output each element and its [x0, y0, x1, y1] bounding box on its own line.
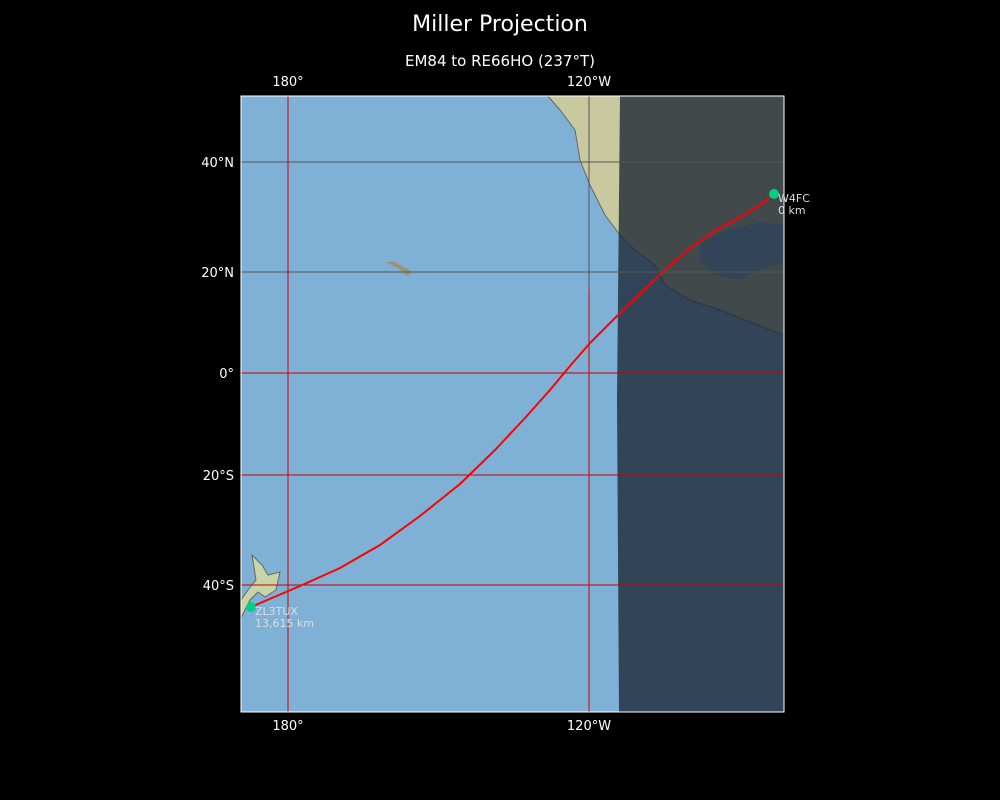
graticule	[241, 96, 784, 712]
station-marker-w4fc[interactable]	[769, 189, 779, 199]
lat-tick: 40°S	[203, 579, 234, 594]
station-label-distance: 0 km	[778, 204, 806, 217]
station-label-call: ZL3TUX	[255, 605, 298, 618]
lon-tick-bottom: 180°	[272, 719, 303, 734]
lat-tick: 20°S	[203, 469, 234, 484]
station-marker-zl3tux[interactable]	[246, 602, 256, 612]
great-circle-path	[250, 193, 775, 608]
lat-tick: 20°N	[201, 266, 234, 281]
land-new-zealand	[241, 553, 281, 619]
map-frame	[240, 95, 785, 713]
map-subtitle: EM84 to RE66HO (237°T)	[405, 52, 595, 70]
station-label-distance: 13,615 km	[255, 617, 314, 630]
lon-tick-top: 120°W	[567, 75, 611, 90]
lat-tick: 0°	[219, 367, 234, 382]
map-title: Miller Projection	[412, 12, 588, 37]
lon-tick-top: 180°	[272, 75, 303, 90]
lat-tick: 40°N	[201, 156, 234, 171]
station-label-call: W4FC	[778, 192, 810, 205]
lon-tick-bottom: 120°W	[567, 719, 611, 734]
night-shading	[617, 96, 784, 712]
